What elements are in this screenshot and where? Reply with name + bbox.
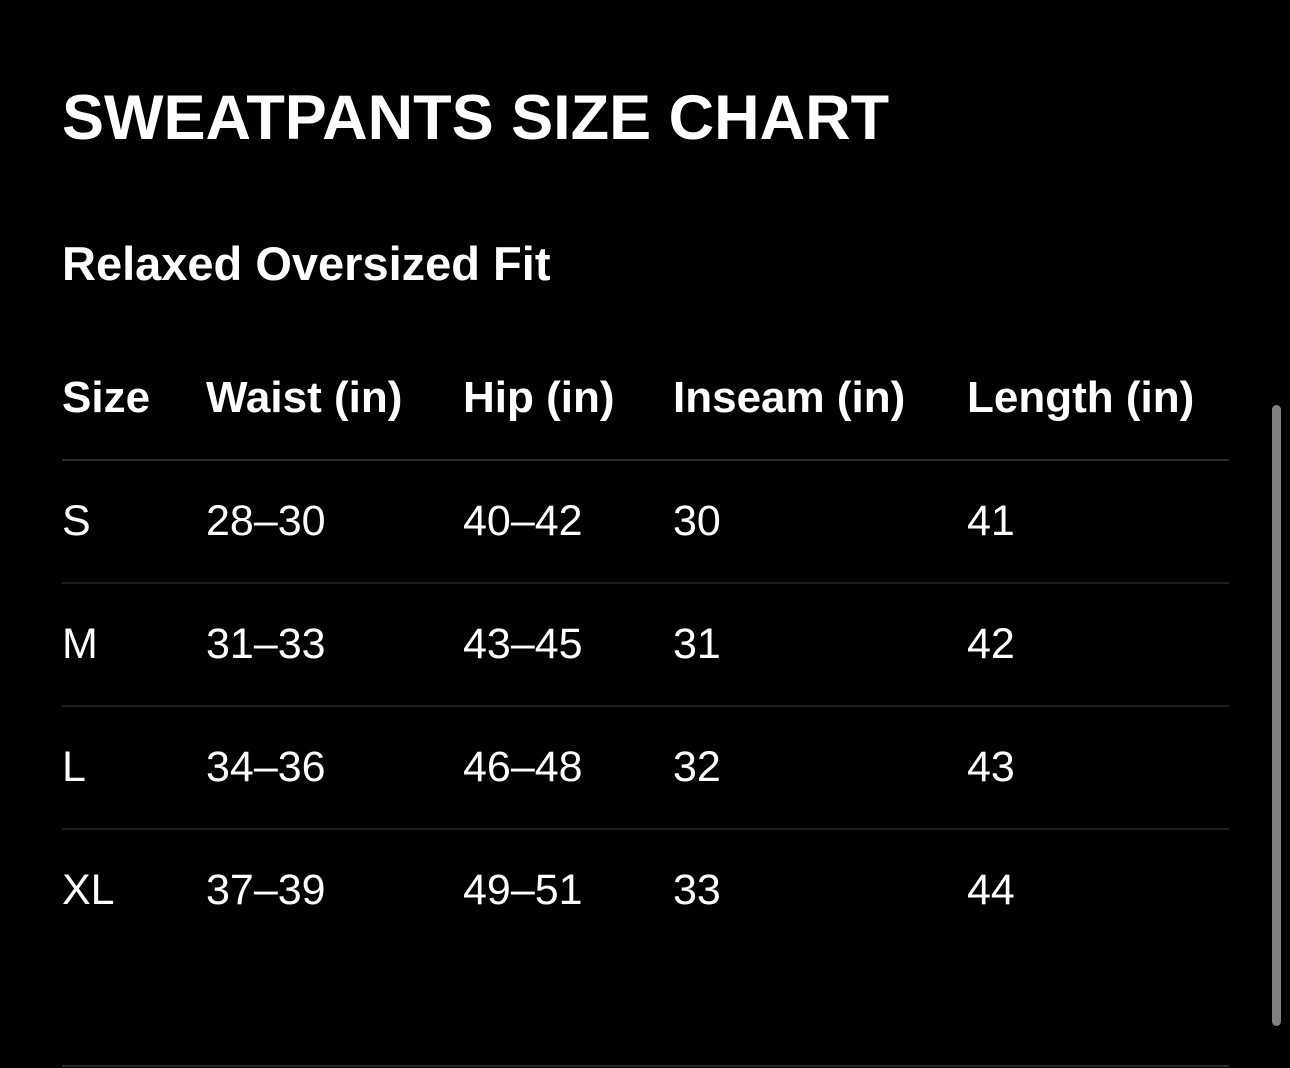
cell-hip: 46–48: [463, 706, 673, 830]
cell-waist: 37–39: [206, 866, 326, 914]
cell-size: XL: [62, 866, 115, 914]
header-hip: Hip (in): [463, 336, 673, 461]
cell-length: 41: [967, 460, 1229, 584]
table-row: S 28–30 40–42 30 41: [62, 460, 1229, 584]
cell-inseam: 32: [673, 706, 967, 830]
cell-hip: 43–45: [463, 583, 673, 707]
cell-hip: 49–51: [463, 866, 583, 914]
scrollbar[interactable]: [1272, 405, 1281, 1026]
size-chart-table: Size Waist (in) Hip (in) Inseam (in) Len…: [62, 336, 1229, 951]
fit-subtitle: Relaxed Oversized Fit: [62, 237, 551, 290]
cell-inseam: 30: [673, 460, 967, 584]
table-row: XL 37–39 49–51 33 44: [62, 829, 1229, 951]
cell-inseam: 31: [673, 583, 967, 707]
cell-inseam: 33: [673, 866, 721, 914]
divider: [62, 1065, 1229, 1067]
table-row: M 31–33 43–45 31 42: [62, 583, 1229, 707]
header-waist: Waist (in): [206, 336, 463, 461]
page-title: SWEATPANTS SIZE CHART: [62, 83, 890, 153]
table-header-row: Size Waist (in) Hip (in) Inseam (in) Len…: [62, 336, 1229, 461]
header-inseam: Inseam (in): [673, 336, 967, 461]
cell-waist: 28–30: [206, 460, 463, 584]
cell-size: L: [62, 706, 206, 830]
cell-hip: 40–42: [463, 460, 673, 584]
cell-length: 43: [967, 706, 1229, 830]
header-length: Length (in): [967, 336, 1229, 461]
cell-size: M: [62, 583, 206, 707]
cell-size: S: [62, 460, 206, 584]
header-size: Size: [62, 336, 206, 461]
cell-length: 42: [967, 583, 1229, 707]
table-row: L 34–36 46–48 32 43: [62, 706, 1229, 830]
cell-waist: 31–33: [206, 583, 463, 707]
cell-waist: 34–36: [206, 706, 463, 830]
cell-length: 44: [967, 866, 1015, 914]
